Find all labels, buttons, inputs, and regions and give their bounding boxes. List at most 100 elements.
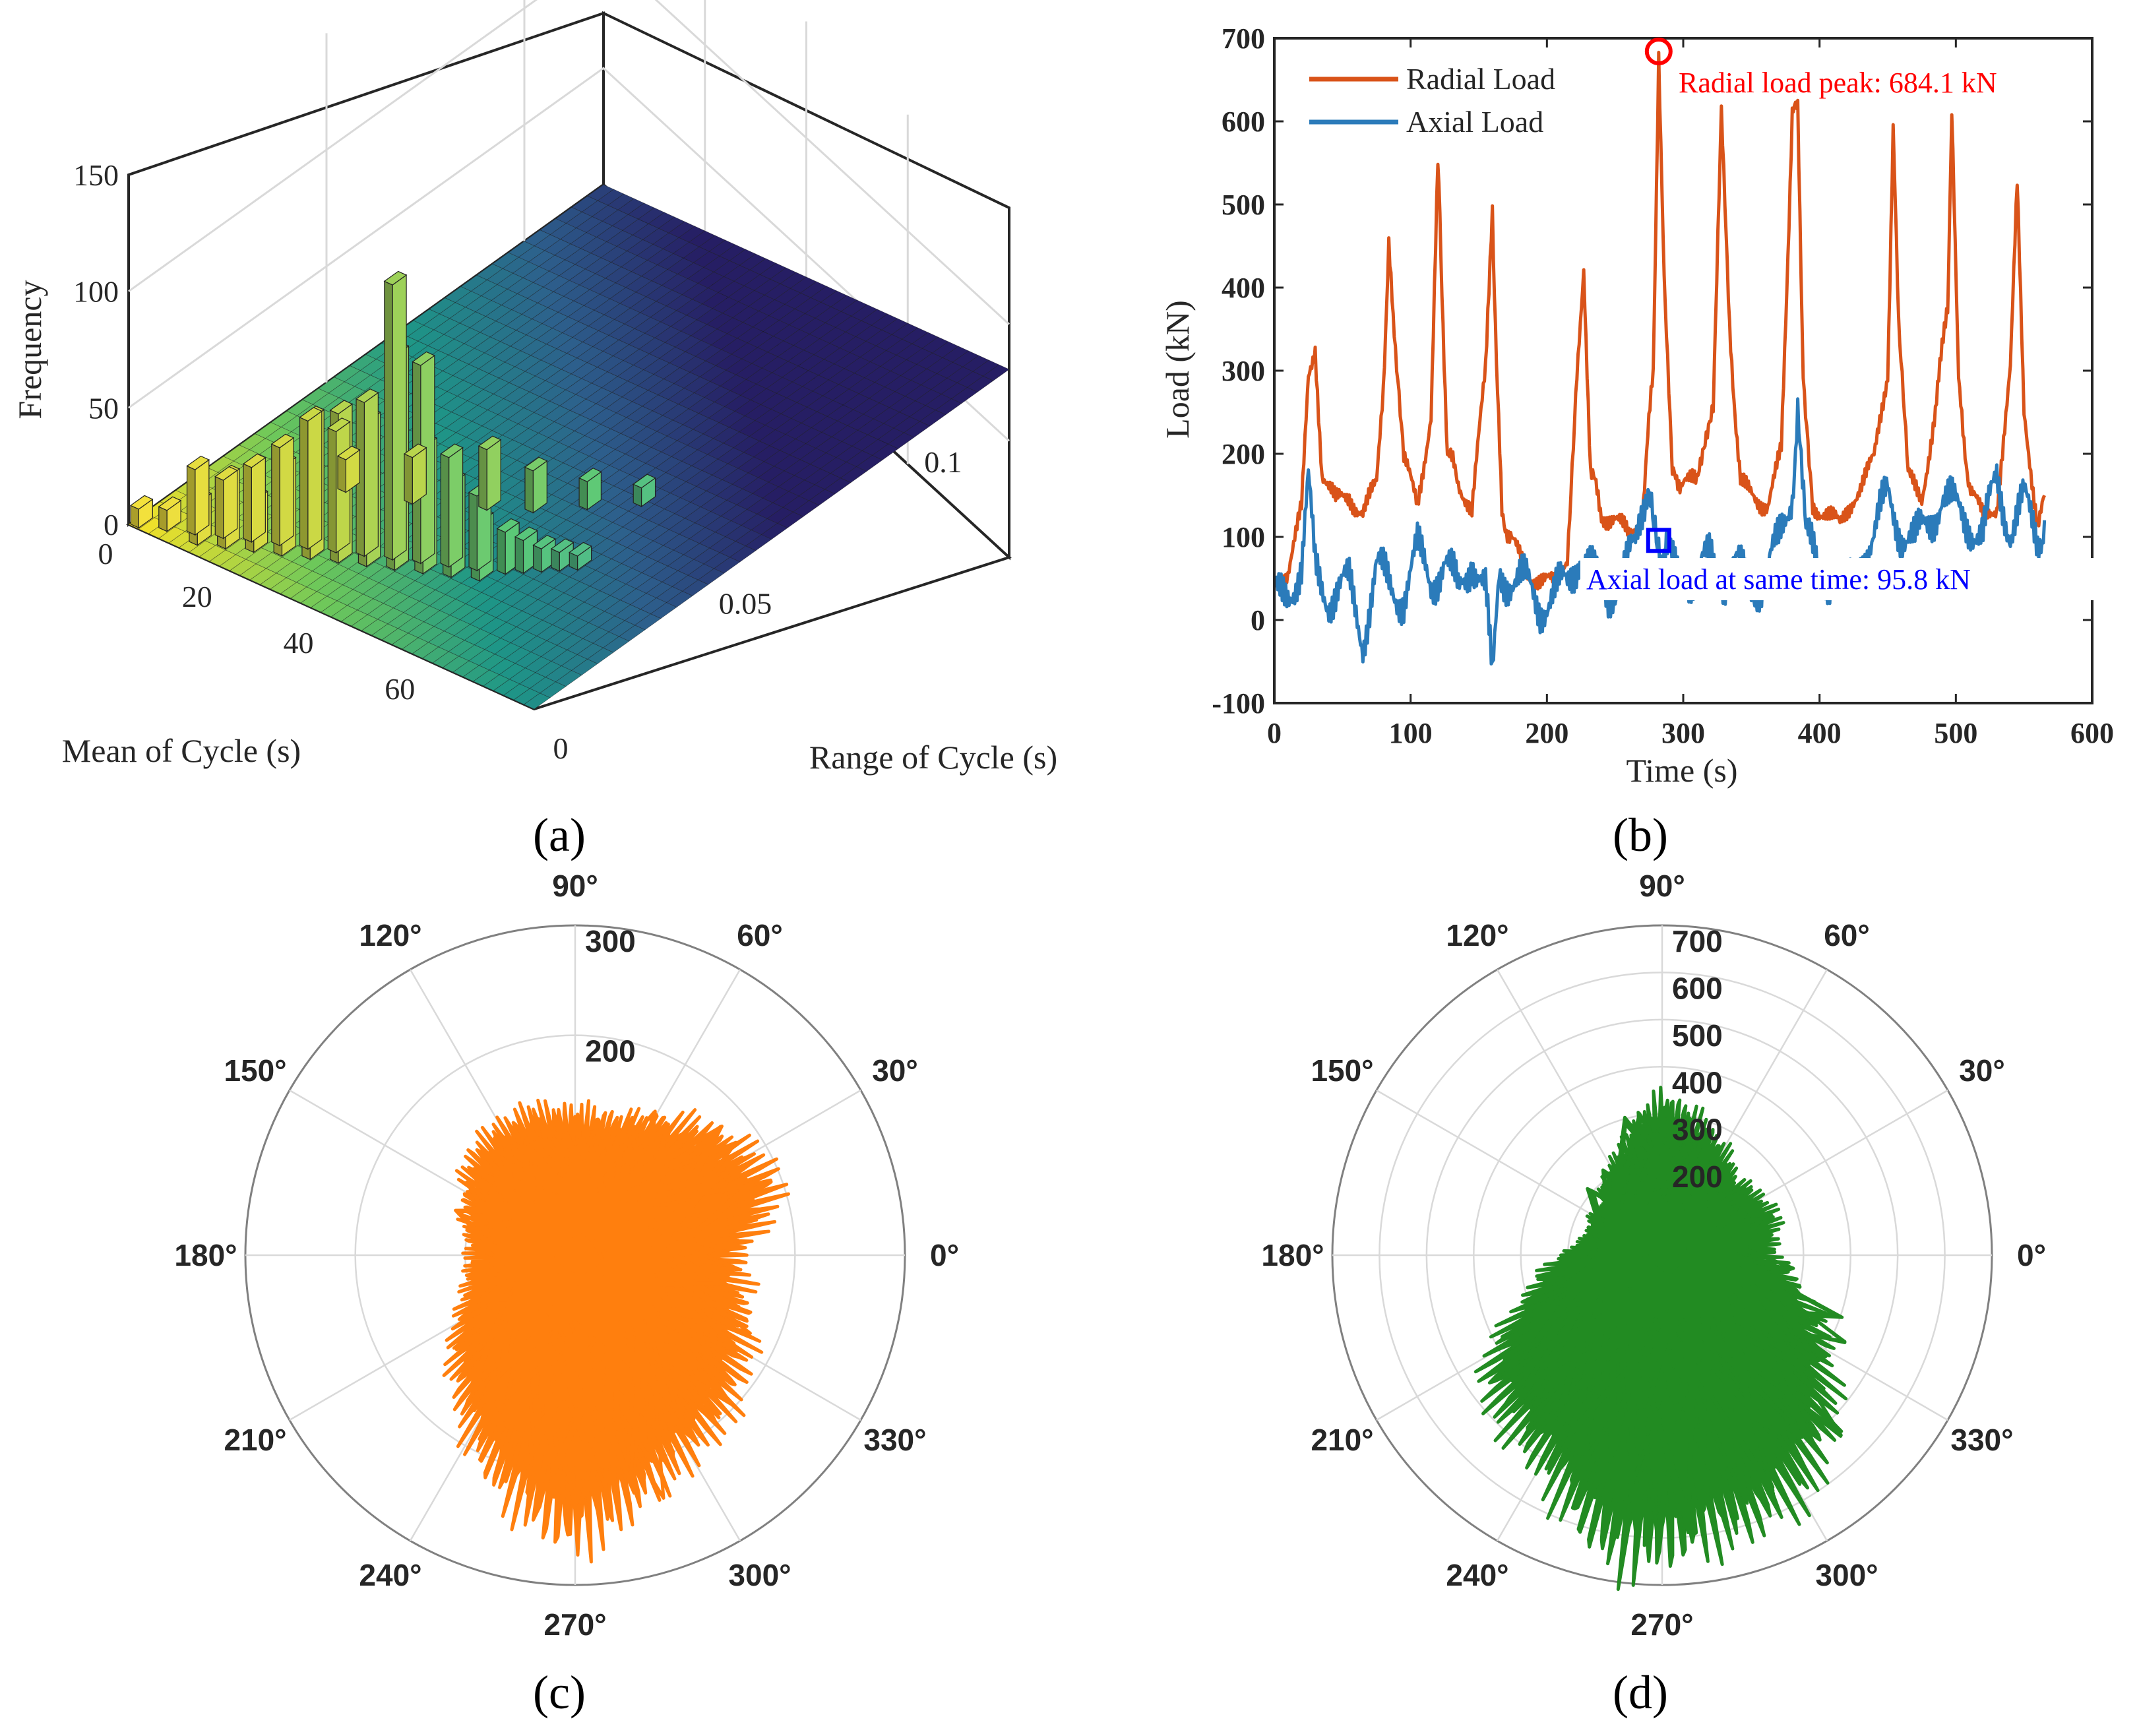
panel-a-bar [569, 542, 592, 557]
panel-b-ytick: 500 [1222, 189, 1265, 221]
panel-a-bar [633, 474, 656, 489]
panel-a-ztick: 100 [73, 275, 119, 309]
panel-a-bar [186, 465, 196, 536]
panel-a-bar [336, 445, 361, 460]
panel-a-bar [478, 435, 502, 450]
panel-a-bar [299, 407, 323, 422]
panel-a-ytick: 0.1 [924, 445, 962, 479]
polar-theta-tick: 90° [552, 869, 598, 903]
panel-a-bar [392, 274, 407, 561]
panel-a-ztick: 50 [88, 391, 119, 425]
polar-theta-tick: 30° [872, 1053, 918, 1088]
panel-a-bar [299, 416, 309, 550]
polar-r-tick: 300 [585, 924, 636, 958]
polar-theta-tick: 120° [359, 918, 421, 952]
panel-a-bar [468, 491, 478, 572]
polar-theta-tick: 210° [224, 1423, 286, 1457]
panel-a-bar [532, 544, 542, 573]
panel-a-bar [327, 427, 337, 554]
polar-theta-tick: 240° [359, 1558, 421, 1592]
panel-a-bar [214, 476, 224, 540]
panel-a-bar [158, 496, 182, 511]
panel-a-surface-cell [983, 364, 1010, 381]
panel-a-bar [404, 453, 413, 505]
polar-r-tick: 200 [1672, 1160, 1723, 1194]
panel-a-bar [578, 468, 602, 483]
panel-b-xtick: 100 [1389, 717, 1433, 749]
panel-a-ylabel: Range of Cycle (s) [809, 739, 1057, 776]
panel-b-ytick: 0 [1251, 604, 1265, 636]
panel-b-ytick: 700 [1222, 22, 1265, 55]
panel-b-ytick: 600 [1222, 106, 1265, 138]
panel-a-bar [440, 443, 464, 458]
panel-b-ytick: -100 [1212, 687, 1265, 720]
polar-theta-tick: 0° [2017, 1238, 2046, 1272]
panel-a-xlabel: Mean of Cycle (s) [62, 732, 301, 769]
polar-r-tick: 600 [1672, 971, 1723, 1005]
panel-a-bar [514, 526, 538, 542]
panel-a-bar3d: 0 50 100 150 0 20 40 60 0 0.05 0.1 Frequency Mean … [11, 0, 1057, 776]
panel-a-bar [242, 453, 266, 468]
panel-a-bar [279, 437, 294, 547]
panel-a-bar [251, 456, 266, 543]
panel-label-d: (d) [1613, 1666, 1668, 1719]
panel-b-ticks: 0 100 200 300 400 500 600-10001002003004005006… [1212, 22, 2114, 749]
panel-a-bar [578, 477, 588, 511]
polar-theta-tick: 330° [1950, 1423, 2013, 1457]
panel-a-bar [478, 445, 487, 511]
panel-a-bar [158, 506, 168, 532]
polar-r-tick: 500 [1672, 1018, 1723, 1053]
panel-a-bar [307, 410, 323, 550]
panel-b-xtick: 500 [1934, 717, 1977, 749]
panel-a-ztick: 0 [104, 508, 119, 542]
panel-a-bar [271, 443, 280, 547]
panel-a-zlabel: Frequency [11, 280, 48, 419]
panel-a-bar [448, 447, 464, 568]
panel-a-ytick: 0.05 [719, 586, 772, 620]
panel-b-legend: Radial Load Axial Load [1309, 62, 1555, 139]
panel-d-polar: 200 300 400 500 600 700 0° 30° 60° 90° 120° 150° 180… [1261, 869, 2046, 1642]
panel-a-bar [403, 443, 427, 458]
panel-label-b: (b) [1613, 809, 1668, 861]
panel-b-axial-marker [1646, 528, 1671, 553]
polar-theta-tick: 300° [728, 1558, 791, 1592]
panel-a-bar [524, 466, 534, 514]
panel-a-bar [384, 280, 393, 561]
polar-data-trace [454, 1109, 755, 1521]
polar-theta-tick: 60° [737, 918, 783, 952]
panel-a-bar [329, 400, 354, 415]
polar-r-tick: 300 [1672, 1113, 1723, 1147]
panel-a-bar [497, 528, 506, 575]
polar-theta-tick: 90° [1639, 869, 1685, 903]
panel-a-bar [440, 453, 450, 568]
panel-b-annotations: Radial load peak: 684.1 kN Axial load at … [1580, 38, 2093, 600]
polar-r-tick: 400 [1672, 1065, 1723, 1100]
panel-a-bar [524, 456, 548, 472]
panel-a-zgrid [128, 0, 1010, 325]
panel-a-bar [243, 463, 252, 543]
polar-theta-tick: 210° [1311, 1423, 1373, 1457]
panel-a-bar [337, 455, 347, 493]
polar-r-tick: 200 [585, 1034, 636, 1069]
polar-theta-tick: 300° [1815, 1558, 1878, 1592]
panel-a-bar [412, 351, 436, 366]
polar-theta-tick: 330° [863, 1423, 926, 1457]
panel-label-a: (a) [533, 809, 586, 861]
polar-theta-tick: 150° [1311, 1053, 1373, 1088]
panel-a-bar [222, 469, 238, 540]
panel-a-bar [496, 518, 520, 533]
polar-theta-tick: 180° [174, 1238, 237, 1272]
panel-b-ytick: 100 [1222, 521, 1265, 553]
panel-b-legend-label: Radial Load [1406, 62, 1555, 96]
panel-b-ytick: 300 [1222, 355, 1265, 387]
panel-a-ztick: 150 [73, 158, 119, 192]
panel-b-ytick: 400 [1222, 272, 1265, 304]
panel-b-xtick: 300 [1661, 717, 1705, 749]
panel-b-line: 0 100 200 300 400 500 600-10001002003004005006… [1159, 22, 2114, 789]
panel-a-bar [214, 466, 238, 481]
panel-a-bars [129, 270, 656, 582]
panel-a-xtick: 0 [98, 537, 113, 571]
panel-c-polar: 200 300 0° 30° 60° 90° 120° 150° 180° 210° 240° 270… [174, 869, 959, 1642]
panel-b-xtick: 400 [1798, 717, 1842, 749]
